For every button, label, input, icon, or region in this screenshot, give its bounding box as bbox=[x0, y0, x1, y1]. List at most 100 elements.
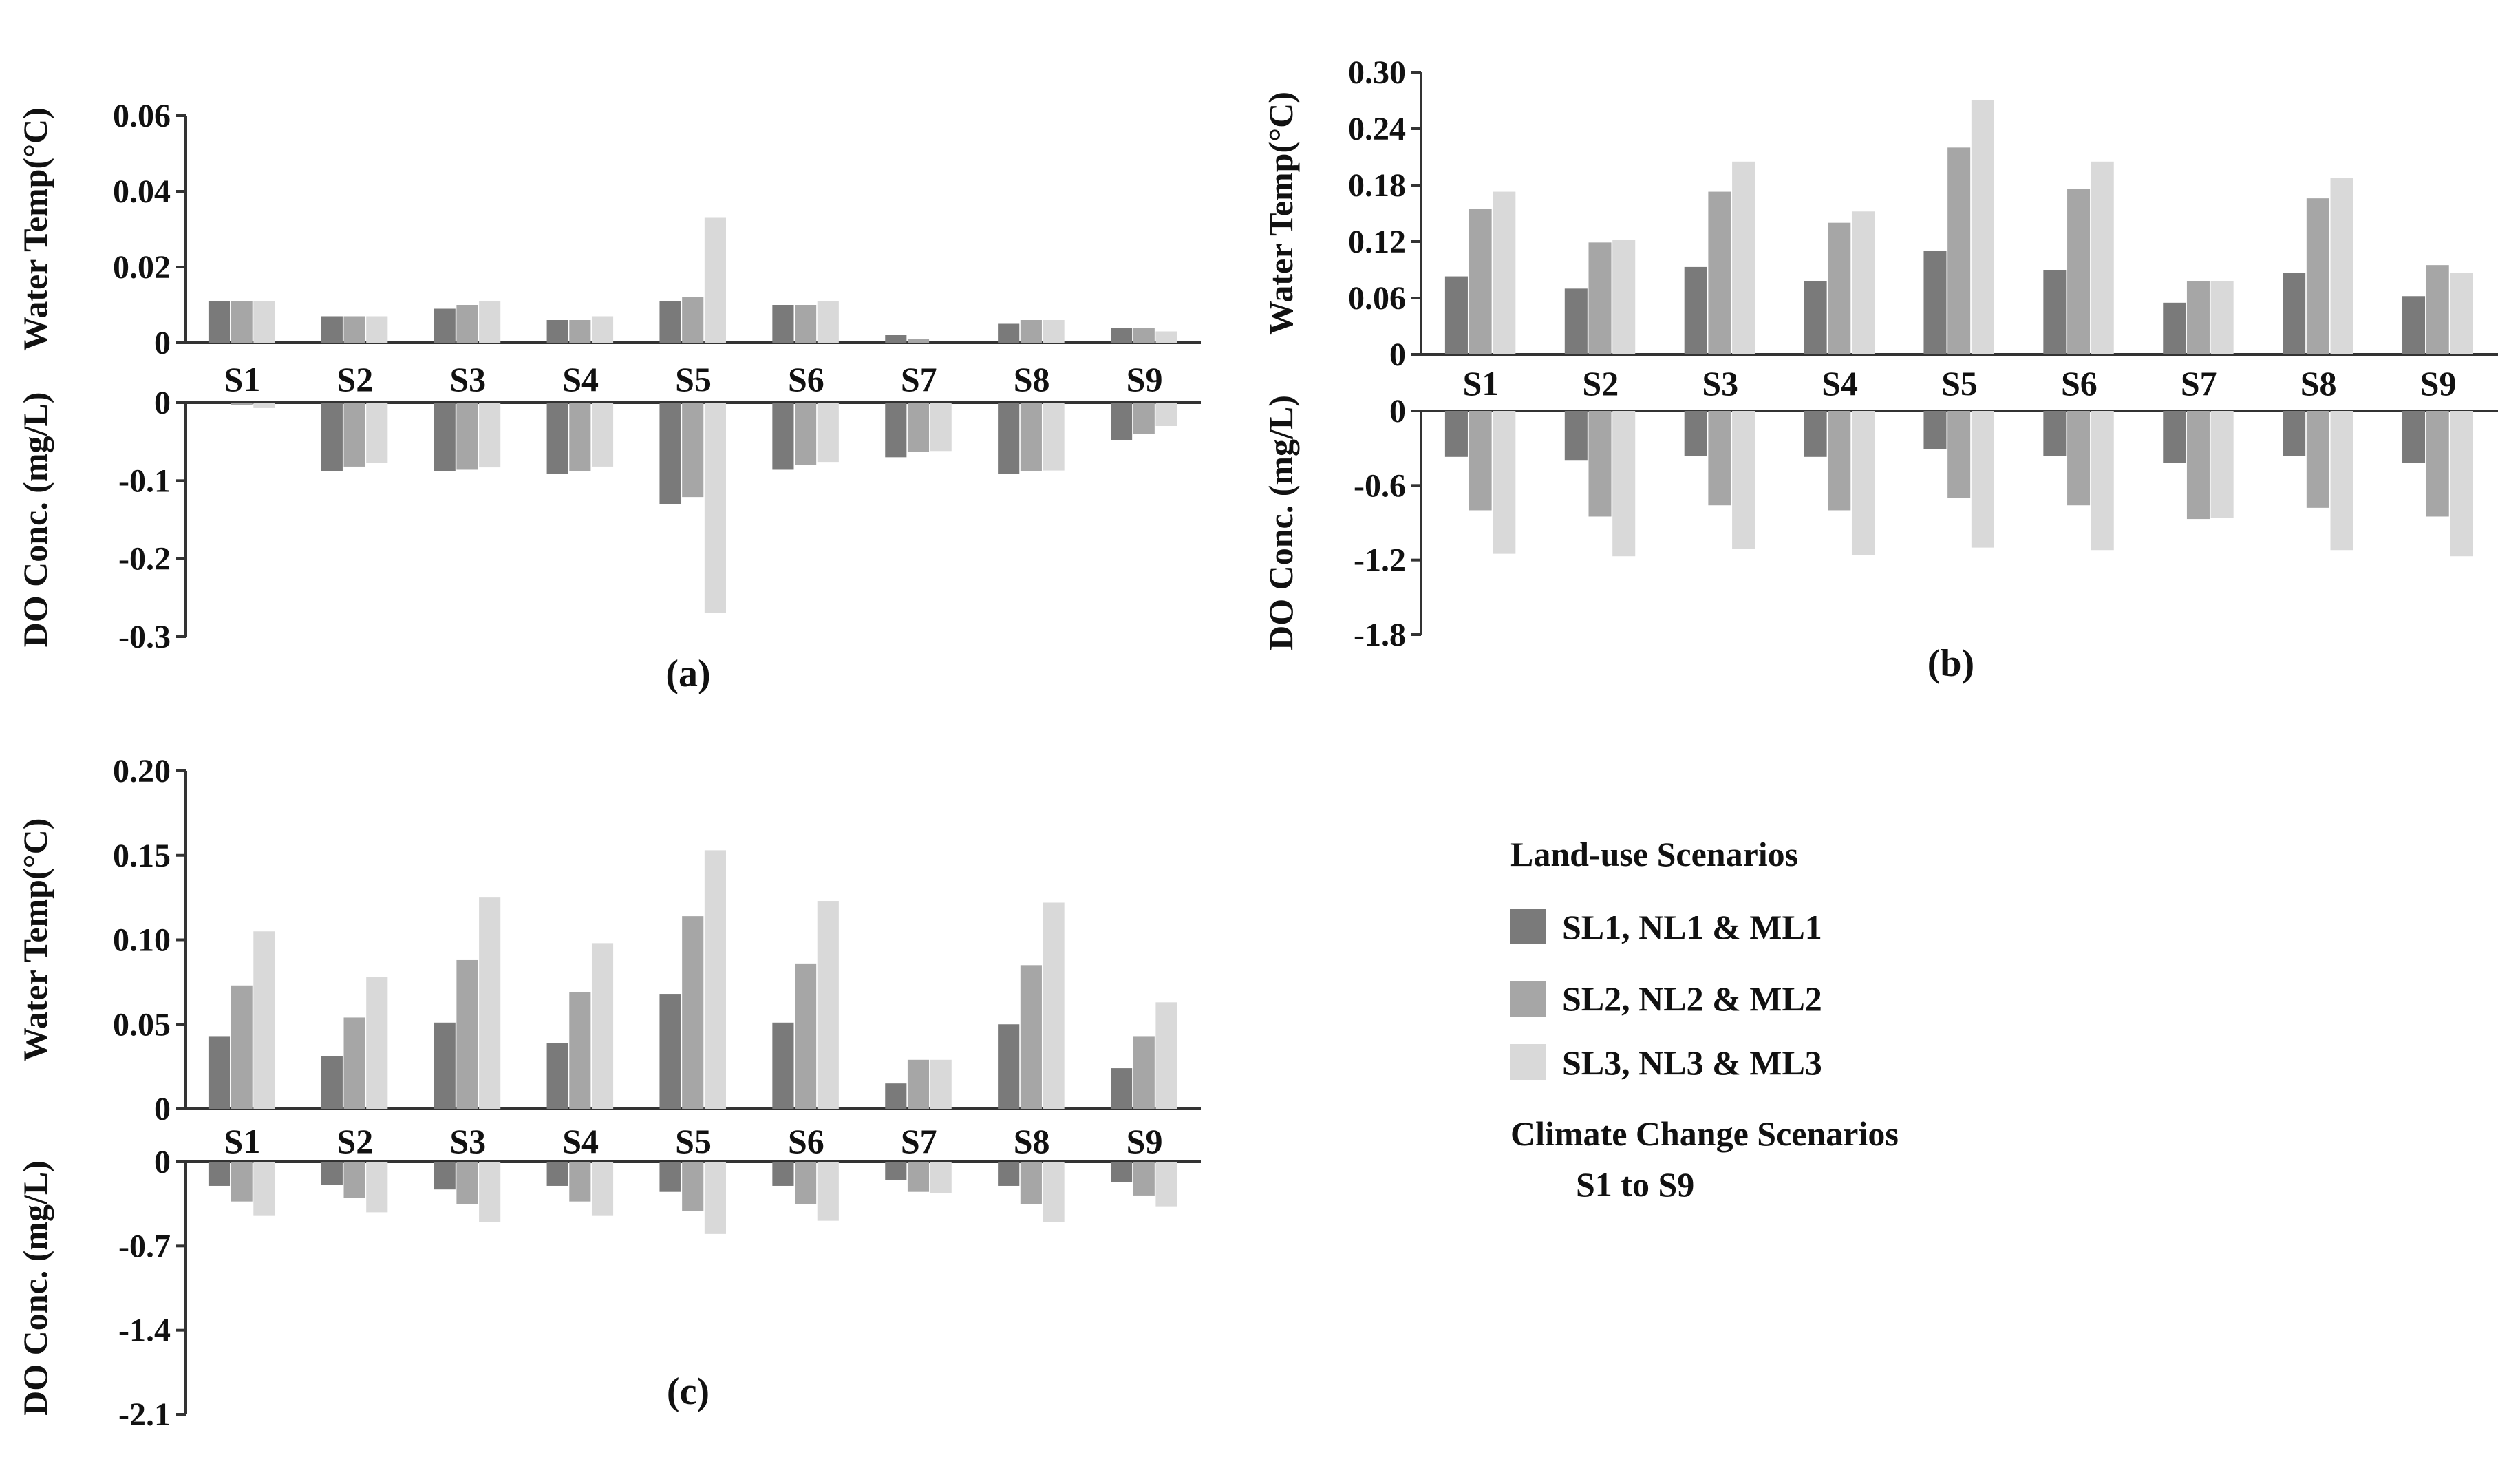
category-label: S6 bbox=[2061, 364, 2097, 403]
bar-bottom-s5-series-1 bbox=[659, 403, 681, 504]
category-label: S4 bbox=[562, 1122, 599, 1160]
bar-top-s7-series-1 bbox=[2163, 302, 2186, 354]
bar-bottom-s9-series-3 bbox=[1155, 1162, 1177, 1207]
bar-bottom-s5-series-3 bbox=[704, 403, 726, 613]
category-label: S5 bbox=[675, 1122, 712, 1160]
bar-top-s8-series-2 bbox=[1020, 965, 1042, 1109]
category-label: S4 bbox=[562, 360, 599, 399]
bar-bottom-s2-series-1 bbox=[321, 403, 343, 471]
y-axis-label-top: Water Temp(°C) bbox=[1261, 92, 1300, 335]
bar-bottom-s3-series-2 bbox=[456, 1162, 478, 1204]
bar-bottom-s2-series-2 bbox=[1588, 411, 1612, 517]
bar-bottom-s2-series-3 bbox=[1612, 411, 1636, 557]
bar-top-s3-series-1 bbox=[1684, 266, 1707, 354]
bar-top-s4-series-3 bbox=[1851, 211, 1875, 354]
y-axis-label-top: Water Temp(°C) bbox=[16, 818, 54, 1062]
bar-top-s8-series-1 bbox=[998, 323, 1020, 343]
bar-top-s4-series-3 bbox=[591, 316, 614, 343]
bar-top-s3-series-2 bbox=[1708, 191, 1731, 354]
legend-swatch-3 bbox=[1510, 1044, 1546, 1080]
bar-top-s9-series-3 bbox=[1155, 331, 1177, 343]
category-label: S7 bbox=[901, 1122, 937, 1160]
panel-2: 0 0.06 0.12 0.18 0.24 0.30 Water Temp(°C) 0 -0.6… bbox=[1261, 54, 2498, 685]
bar-top-s6-series-3 bbox=[817, 901, 839, 1109]
bar-top-s6-series-2 bbox=[2067, 189, 2091, 354]
bar-bottom-s8-series-1 bbox=[998, 403, 1020, 474]
category-label: S2 bbox=[337, 1122, 373, 1160]
bar-top-s3-series-2 bbox=[456, 959, 478, 1109]
bar-top-s7-series-3 bbox=[2210, 281, 2234, 354]
bar-bottom-s7-series-2 bbox=[907, 1162, 930, 1192]
y-axis-label-top: Water Temp(°C) bbox=[16, 107, 54, 351]
bar-bottom-s5-series-2 bbox=[682, 1162, 704, 1211]
tick-label-bottom: -0.2 bbox=[118, 541, 171, 577]
tick-label-bottom: -1.4 bbox=[118, 1313, 171, 1349]
bar-top-s1-series-3 bbox=[253, 301, 275, 343]
tick-label-top: 0.02 bbox=[113, 249, 171, 286]
bar-bottom-s7-series-3 bbox=[2210, 411, 2234, 518]
bar-top-s9-series-3 bbox=[2450, 273, 2473, 354]
tick-label-bottom: -1.2 bbox=[1354, 542, 1406, 579]
panel-1: 0 0.02 0.04 0.06 Water Temp(°C) 0 -0.1 -0.2 -0.3… bbox=[16, 98, 1201, 695]
bar-top-s5-series-1 bbox=[1923, 251, 1947, 354]
bar-top-s2-series-2 bbox=[343, 1017, 365, 1109]
bar-bottom-s6-series-3 bbox=[817, 1162, 839, 1221]
bar-bottom-s3-series-1 bbox=[434, 403, 456, 471]
tick-label-bottom: -1.8 bbox=[1354, 617, 1406, 653]
category-label: S5 bbox=[1941, 364, 1978, 403]
bar-top-s4-series-1 bbox=[1804, 281, 1827, 354]
bar-bottom-s5-series-3 bbox=[1971, 411, 1994, 548]
tick-label-top: 0 bbox=[154, 1091, 171, 1127]
bar-top-s2-series-3 bbox=[366, 977, 388, 1109]
bar-bottom-s8-series-2 bbox=[1020, 403, 1042, 471]
bar-top-s6-series-3 bbox=[2091, 161, 2114, 355]
bar-bottom-s8-series-2 bbox=[2306, 411, 2329, 508]
category-label: S3 bbox=[449, 1122, 486, 1160]
panel-3: 0 0.05 0.10 0.15 0.20 Water Temp(°C) 0 -0.7 -1.4… bbox=[16, 753, 1201, 1433]
y-axis-label-bottom: DO Conc. (mg/L) bbox=[16, 1160, 54, 1416]
bar-bottom-s6-series-3 bbox=[817, 403, 839, 463]
bar-bottom-s6-series-2 bbox=[795, 403, 817, 465]
bar-bottom-s4-series-3 bbox=[1851, 411, 1875, 555]
category-label: S3 bbox=[449, 360, 486, 399]
bar-top-s8-series-2 bbox=[1020, 320, 1042, 343]
tick-label-bottom: 0 bbox=[1389, 393, 1406, 429]
panel-label: (c) bbox=[667, 1370, 709, 1413]
bar-top-s2-series-1 bbox=[321, 316, 343, 343]
category-label: S7 bbox=[2181, 364, 2217, 403]
bar-top-s1-series-2 bbox=[231, 985, 253, 1109]
bar-top-s9-series-1 bbox=[2402, 296, 2426, 354]
bar-top-s5-series-2 bbox=[1947, 147, 1971, 355]
bar-bottom-s4-series-1 bbox=[546, 403, 568, 474]
bar-top-s1-series-1 bbox=[208, 1036, 231, 1109]
tick-label-bottom: 0 bbox=[154, 385, 171, 421]
bar-top-s5-series-3 bbox=[704, 850, 726, 1109]
category-label: S4 bbox=[1822, 364, 1858, 403]
bar-top-s3-series-1 bbox=[434, 1022, 456, 1109]
tick-label-bottom: -2.1 bbox=[118, 1396, 171, 1433]
bar-bottom-s8-series-1 bbox=[2283, 411, 2306, 456]
tick-label-top: 0.10 bbox=[113, 922, 171, 959]
bar-top-s2-series-1 bbox=[321, 1056, 343, 1109]
bar-bottom-s9-series-2 bbox=[1133, 403, 1155, 434]
bar-bottom-s3-series-2 bbox=[456, 403, 478, 470]
panel-label: (a) bbox=[665, 652, 710, 695]
tick-label-top: 0.06 bbox=[113, 98, 171, 134]
tick-label-top: 0.18 bbox=[1348, 167, 1406, 204]
bar-bottom-s6-series-1 bbox=[772, 403, 794, 470]
bar-top-s4-series-2 bbox=[1828, 222, 1851, 354]
bar-top-s8-series-3 bbox=[1043, 902, 1065, 1109]
bar-top-s8-series-1 bbox=[998, 1024, 1020, 1109]
legend-swatch-1 bbox=[1510, 909, 1546, 944]
bar-bottom-s1-series-2 bbox=[1469, 411, 1492, 511]
bar-bottom-s4-series-3 bbox=[591, 403, 614, 467]
category-label: S8 bbox=[2300, 364, 2337, 403]
tick-label-top: 0.06 bbox=[1348, 280, 1406, 317]
bar-bottom-s3-series-3 bbox=[479, 403, 501, 468]
bar-bottom-s2-series-3 bbox=[366, 403, 388, 463]
bar-top-s9-series-1 bbox=[1111, 1068, 1133, 1109]
bar-top-s6-series-2 bbox=[795, 963, 817, 1109]
tick-label-top: 0.24 bbox=[1348, 111, 1406, 147]
bar-bottom-s6-series-2 bbox=[2067, 411, 2091, 506]
bar-bottom-s8-series-3 bbox=[2330, 411, 2353, 551]
